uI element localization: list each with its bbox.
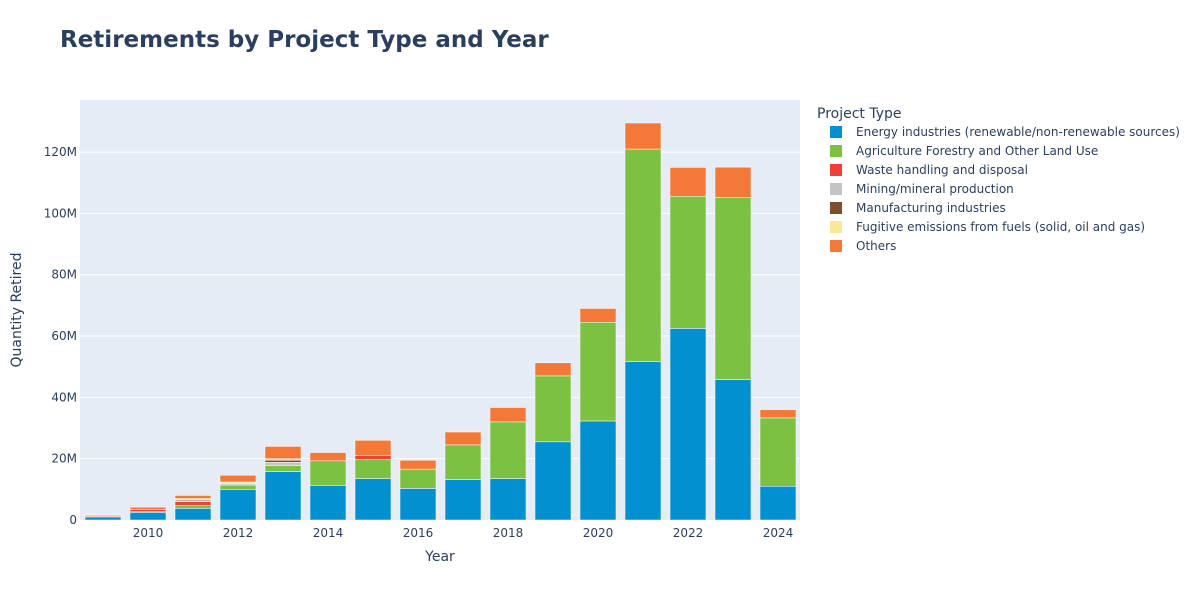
y-tick-label: 20M [51,452,77,466]
legend-item-label[interactable]: Energy industries (renewable/non-renewab… [856,125,1180,139]
legend-swatch[interactable] [830,145,842,157]
bar-segment[interactable] [399,488,437,521]
bar-segment[interactable] [624,148,662,362]
y-axis-title: Quantity Retired [9,253,25,368]
bar-segment[interactable] [264,462,302,466]
y-tick-label: 40M [51,390,77,404]
bar-segment[interactable] [309,485,347,521]
legend-title: Project Type [817,106,902,122]
bar-segment[interactable] [354,459,392,479]
bar-segment[interactable] [264,459,302,463]
legend-swatch[interactable] [830,183,842,195]
bar-segment[interactable] [129,506,167,510]
bar-segment[interactable] [399,468,437,489]
x-axis: 2010 2012 2014 2016 2018 2020 2022 2024 [133,526,794,540]
bar-segment[interactable] [624,361,662,521]
bar-segment[interactable] [174,508,212,521]
bar-segment[interactable] [219,489,257,521]
legend[interactable]: Project Type Energy industries (renewabl… [817,106,1180,253]
bar-segment[interactable] [579,308,617,323]
y-tick-label: 60M [51,329,77,343]
bar-segment[interactable] [714,197,752,380]
bar-segment[interactable] [624,122,662,150]
legend-swatch[interactable] [830,221,842,233]
y-tick-label: 80M [51,268,77,282]
bar-segment[interactable] [219,474,257,483]
bar-segment[interactable] [354,478,392,521]
legend-item-label[interactable]: Mining/mineral production [856,182,1014,196]
bar-segment[interactable] [264,465,302,472]
x-tick-label: 2010 [133,526,164,540]
bar-segment[interactable] [444,431,482,446]
legend-item-label[interactable]: Others [856,239,896,253]
bar-segment[interactable] [129,509,167,512]
bar-segment[interactable] [579,420,617,521]
legend-swatch[interactable] [830,240,842,252]
bar-segment[interactable] [84,516,122,521]
legend-item-label[interactable]: Waste handling and disposal [856,163,1028,177]
bar-segment[interactable] [174,505,212,509]
bar-segment[interactable] [489,421,527,479]
bar-segment[interactable] [84,514,122,516]
bar-segment[interactable] [264,471,302,521]
bar-segment[interactable] [444,444,482,480]
legend-swatch[interactable] [830,202,842,214]
bar-segment[interactable] [669,167,707,197]
legend-item-label[interactable]: Agriculture Forestry and Other Land Use [856,144,1098,158]
bar-segment[interactable] [759,486,797,521]
bar-segment[interactable] [714,166,752,198]
bar-segment[interactable] [579,322,617,422]
bar-segment[interactable] [489,407,527,423]
x-tick-label: 2014 [313,526,344,540]
bar-segment[interactable] [264,446,302,459]
legend-item-label[interactable]: Fugitive emissions from fuels (solid, oi… [856,220,1145,234]
bar-segment[interactable] [534,375,572,443]
legend-swatch[interactable] [830,126,842,138]
bar-segment[interactable] [399,459,437,470]
bar-segment[interactable] [534,441,572,521]
bar-segment[interactable] [669,328,707,521]
x-tick-label: 2018 [493,526,524,540]
x-tick-label: 2022 [673,526,704,540]
bar-segment[interactable] [354,440,392,456]
y-tick-label: 120M [44,145,77,159]
y-tick-label: 0 [69,513,77,527]
bar-segment[interactable] [174,495,212,499]
bar-segment[interactable] [309,452,347,462]
y-axis: 0 20M 40M 60M 80M 100M 120M [44,145,77,527]
bars [84,122,797,521]
chart-title: Retirements by Project Type and Year [60,27,549,53]
bar-segment[interactable] [489,478,527,521]
x-axis-title: Year [424,549,455,565]
x-tick-label: 2024 [763,526,794,540]
bar-segment[interactable] [759,417,797,487]
x-tick-label: 2016 [403,526,434,540]
bar-segment[interactable] [174,501,212,506]
bar-segment[interactable] [714,379,752,521]
x-tick-label: 2020 [583,526,614,540]
bar-segment[interactable] [309,460,347,486]
legend-swatch[interactable] [830,164,842,176]
x-tick-label: 2012 [223,526,254,540]
y-tick-label: 100M [44,206,77,220]
bar-segment[interactable] [534,362,572,377]
bar-segment[interactable] [444,479,482,521]
bar-segment[interactable] [219,484,257,490]
bar-segment[interactable] [354,455,392,460]
bar-segment[interactable] [759,409,797,419]
bar-segment[interactable] [129,512,167,521]
bar-segment[interactable] [669,196,707,329]
legend-item-label[interactable]: Manufacturing industries [856,201,1006,215]
